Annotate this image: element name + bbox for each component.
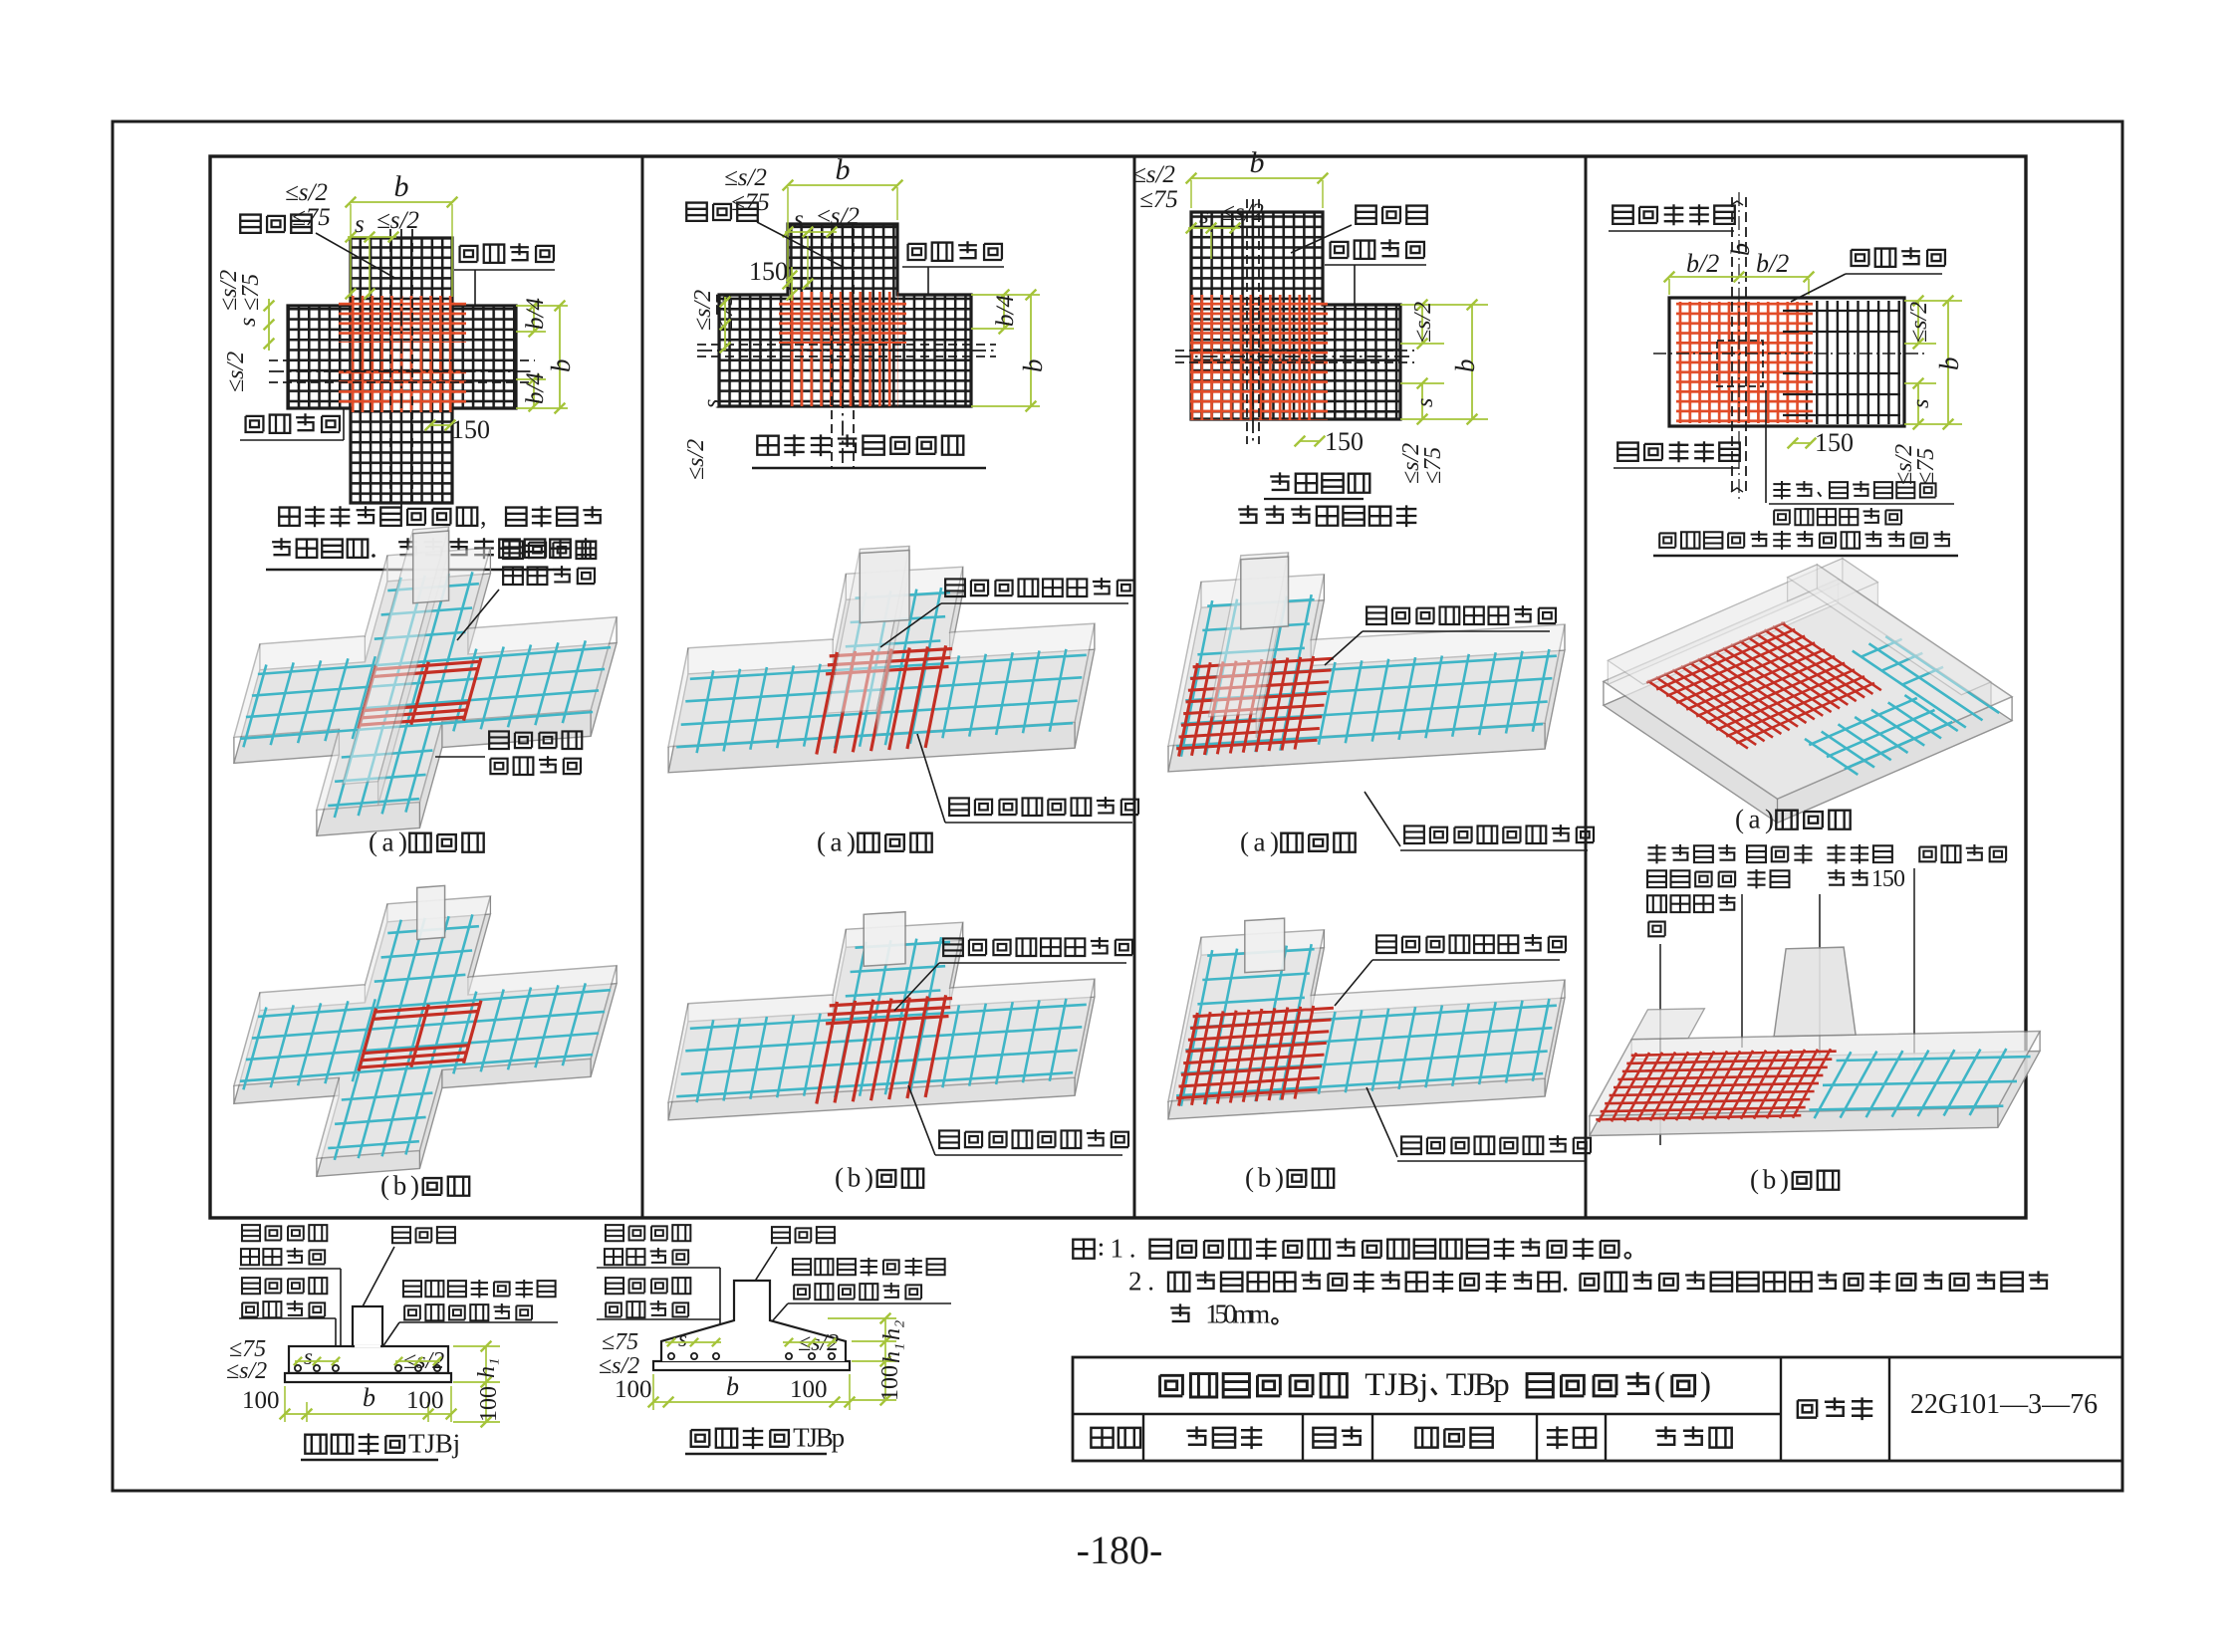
svg-text:b/2: b/2 <box>1756 249 1789 278</box>
svg-text:≤s/2: ≤s/2 <box>1891 444 1917 485</box>
svg-text:): ) <box>1700 1366 1711 1403</box>
svg-text:s: s <box>304 1344 313 1369</box>
svg-text:≤s/2: ≤s/2 <box>724 164 767 191</box>
svg-text:1.: 1. <box>1111 1233 1136 1263</box>
svg-text:≤s/2: ≤s/2 <box>599 1353 639 1379</box>
svg-text:TJBj: TJBj <box>1365 1366 1428 1403</box>
svg-text:100: 100 <box>476 1386 502 1422</box>
svg-text:150: 150 <box>1325 427 1364 456</box>
svg-text:b: b <box>394 170 409 203</box>
svg-text:b: b <box>1450 359 1480 373</box>
svg-text:b: b <box>1934 357 1964 371</box>
svg-text:TJBp: TJBp <box>793 1422 845 1452</box>
svg-text:≤s/2: ≤s/2 <box>216 270 242 311</box>
svg-text:b: b <box>363 1383 375 1412</box>
svg-text:TJBp: TJBp <box>1446 1366 1510 1403</box>
svg-text:≤s/2: ≤s/2 <box>817 203 860 230</box>
svg-text:s: s <box>1412 398 1438 407</box>
svg-text:,: , <box>480 502 487 531</box>
svg-text:2.: 2. <box>1128 1266 1154 1296</box>
svg-text:b/4: b/4 <box>522 298 549 330</box>
svg-text:b/4: b/4 <box>522 372 549 404</box>
svg-text:22G101—3—76: 22G101—3—76 <box>1910 1389 2098 1420</box>
svg-text:b: b <box>1250 146 1265 179</box>
svg-text:≤s/2: ≤s/2 <box>285 179 328 206</box>
svg-text:b: b <box>546 359 576 373</box>
svg-text:100: 100 <box>877 1365 903 1401</box>
svg-text:100: 100 <box>242 1387 280 1414</box>
svg-text:100: 100 <box>406 1387 444 1414</box>
svg-text:≤s/2: ≤s/2 <box>1410 302 1436 343</box>
svg-text:≤s/2: ≤s/2 <box>798 1330 839 1356</box>
svg-text:s: s <box>794 206 804 233</box>
svg-text:(b): (b) <box>1750 1164 1789 1194</box>
svg-text:(a): (a) <box>1240 826 1279 856</box>
svg-text:(b): (b) <box>380 1170 419 1200</box>
svg-text:(b): (b) <box>1245 1162 1284 1192</box>
svg-text:150: 150 <box>1815 428 1854 457</box>
svg-text:s: s <box>355 211 365 238</box>
svg-text:≤s/2: ≤s/2 <box>376 207 419 234</box>
svg-text:≤75: ≤75 <box>229 1336 266 1362</box>
svg-text:150: 150 <box>451 415 490 444</box>
svg-text:b: b <box>836 153 851 186</box>
svg-text:≤s/2: ≤s/2 <box>1398 443 1424 484</box>
svg-text:(a): (a) <box>1735 804 1774 833</box>
svg-text:150: 150 <box>749 257 788 286</box>
svg-text:(: ( <box>1654 1366 1665 1403</box>
svg-text:s: s <box>699 399 725 408</box>
svg-text:≤s/2: ≤s/2 <box>683 439 709 480</box>
svg-text:100: 100 <box>615 1376 652 1403</box>
svg-text:TJBj: TJBj <box>408 1428 460 1458</box>
svg-text:-180-: -180- <box>1077 1528 1163 1572</box>
svg-text:b/4: b/4 <box>992 295 1019 327</box>
svg-text:s: s <box>235 318 261 327</box>
svg-text:(a): (a) <box>369 826 407 856</box>
svg-text:≤75: ≤75 <box>1139 186 1178 213</box>
svg-text:100: 100 <box>790 1376 828 1403</box>
svg-text:≤s/2: ≤s/2 <box>1906 302 1932 343</box>
svg-text:h₁: h₁ <box>879 1343 905 1363</box>
svg-text:h₁: h₁ <box>474 1358 500 1378</box>
svg-text:s: s <box>678 1326 687 1351</box>
svg-text:s: s <box>1908 399 1934 408</box>
svg-text:≤s/2: ≤s/2 <box>226 1358 267 1384</box>
svg-text:b: b <box>1726 243 1755 256</box>
svg-text:≤s/2: ≤s/2 <box>690 290 716 331</box>
svg-text:≤75: ≤75 <box>1913 448 1939 485</box>
svg-text:h₂: h₂ <box>879 1320 905 1340</box>
svg-text:≤75: ≤75 <box>238 274 264 311</box>
svg-text:≤s/2: ≤s/2 <box>1221 199 1264 226</box>
svg-text:b: b <box>1018 359 1048 373</box>
svg-text:≤75: ≤75 <box>602 1329 638 1355</box>
svg-text:150: 150 <box>1871 866 1905 892</box>
svg-text:s: s <box>1199 202 1209 229</box>
svg-text:b/2: b/2 <box>1686 249 1719 278</box>
svg-text:≤75: ≤75 <box>1420 447 1446 484</box>
svg-text:(b): (b) <box>835 1162 873 1192</box>
svg-text:≤s/2: ≤s/2 <box>223 352 249 392</box>
svg-text:150mm: 150mm <box>1205 1298 1270 1328</box>
svg-text:b: b <box>726 1372 739 1401</box>
svg-text:≤s/2: ≤s/2 <box>1132 161 1175 188</box>
svg-text:(a): (a) <box>817 826 856 856</box>
